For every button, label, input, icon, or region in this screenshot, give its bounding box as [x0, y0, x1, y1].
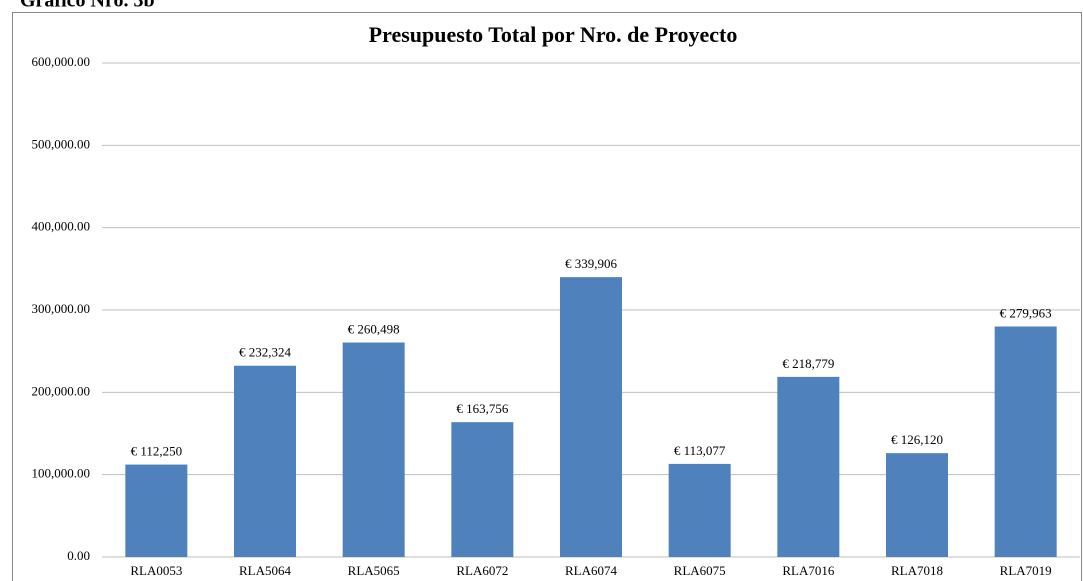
bar: [342, 342, 405, 557]
x-tick-label: RLA6072: [456, 563, 508, 578]
data-label: € 163,756: [456, 401, 509, 416]
heading: Gráfico Nro. 3b: [20, 0, 155, 12]
x-tick-label: RLA5064: [239, 563, 292, 578]
x-tick-label: RLA7016: [782, 563, 835, 578]
data-label: € 232,324: [239, 345, 292, 360]
y-tick-label: 0.00: [67, 548, 90, 563]
chart-title: Presupuesto Total por Nro. de Proyecto: [369, 22, 738, 47]
bar: [451, 422, 514, 557]
chart-border: [12, 12, 1082, 581]
data-label: € 339,906: [565, 256, 618, 271]
x-tick-label: RLA0053: [130, 563, 182, 578]
data-label: € 279,963: [1000, 305, 1052, 320]
y-tick-label: 400,000.00: [32, 219, 91, 234]
x-tick-label: RLA5065: [348, 563, 400, 578]
y-tick-label: 500,000.00: [32, 136, 91, 151]
bar: [560, 277, 622, 557]
bar: [886, 453, 948, 557]
y-tick-label: 300,000.00: [32, 301, 91, 316]
bar: [777, 376, 840, 557]
data-label: € 260,498: [348, 322, 400, 337]
bar: [668, 463, 731, 557]
y-tick-label: 600,000.00: [32, 54, 91, 69]
data-label: € 112,250: [131, 444, 183, 459]
data-label: € 126,120: [891, 432, 943, 447]
data-label: € 218,779: [782, 356, 834, 371]
x-tick-label: RLA6074: [565, 563, 618, 578]
x-tick-label: RLA7018: [891, 563, 943, 578]
data-label: € 113,077: [674, 443, 726, 458]
bar: [125, 464, 188, 557]
bar: [234, 365, 296, 557]
bar: [994, 326, 1057, 557]
x-tick-label: RLA7019: [1000, 563, 1052, 578]
y-tick-label: 200,000.00: [32, 383, 91, 398]
y-tick-label: 100,000.00: [32, 466, 91, 481]
x-tick-label: RLA6075: [674, 563, 726, 578]
